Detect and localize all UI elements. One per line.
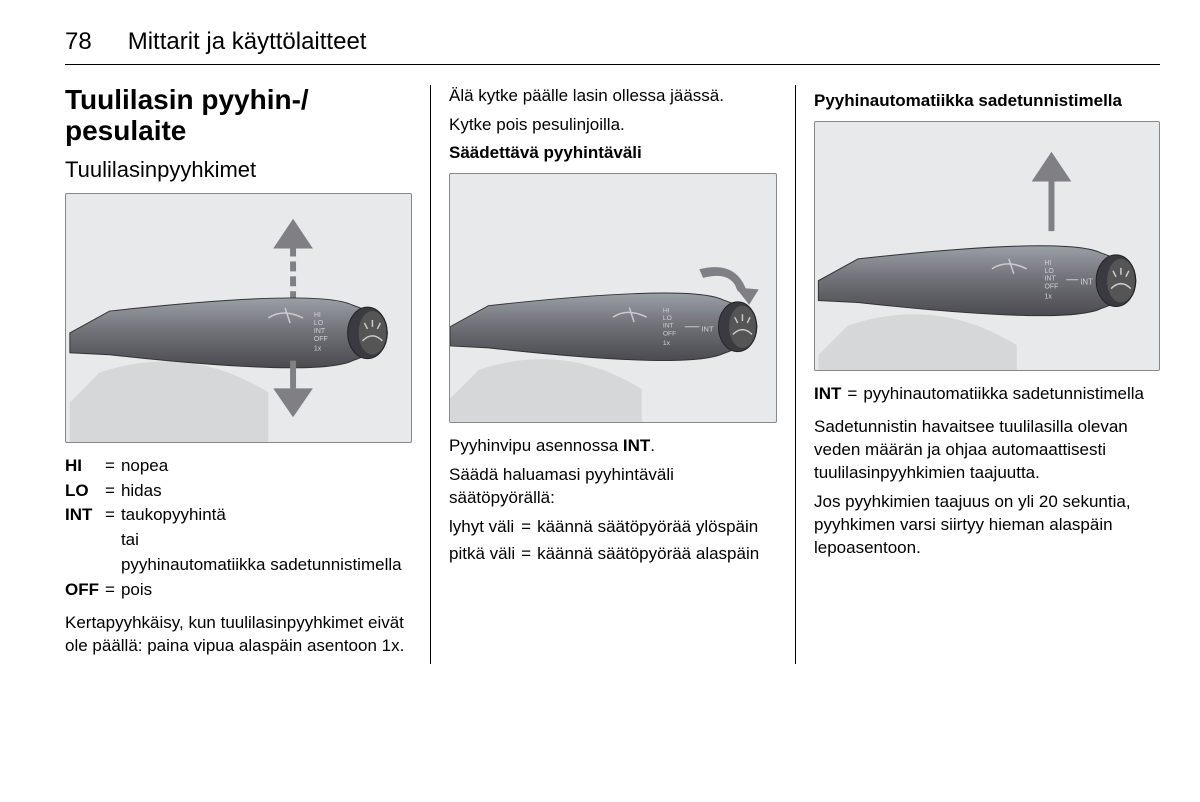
svg-text:LO: LO <box>1045 268 1055 275</box>
svg-text:OFF: OFF <box>1045 284 1059 291</box>
svg-text:INT: INT <box>1045 276 1057 283</box>
svg-text:HI: HI <box>663 307 670 314</box>
svg-text:HI: HI <box>1045 260 1052 267</box>
svg-text:INT: INT <box>701 324 714 333</box>
auto-definition: INT = pyyhinautomatiikka sadetunnistimel… <box>814 383 1160 406</box>
def-eq: = <box>521 543 531 566</box>
svg-text:INT: INT <box>314 327 326 334</box>
svg-text:1x: 1x <box>314 345 322 352</box>
svg-text:1x: 1x <box>663 340 671 347</box>
def-key: pitkä väli <box>449 543 515 566</box>
def-key: LO <box>65 480 99 503</box>
def-key: OFF <box>65 579 99 602</box>
def-key: lyhyt väli <box>449 516 515 539</box>
svg-text:OFF: OFF <box>314 335 328 342</box>
def-value: pois <box>121 579 412 602</box>
def-eq: = <box>105 480 115 503</box>
paragraph: Säädä haluamasi pyyhintäväli säätöpyöräl… <box>449 464 777 510</box>
def-eq: = <box>105 504 115 527</box>
column-1: Tuulilasin pyyhin-/ pesulaite Tuulilasin… <box>65 85 430 664</box>
subheading: Pyyhinautomatiikka sadetunnistimella <box>814 91 1160 111</box>
def-eq: = <box>521 516 531 539</box>
column-2: Älä kytke päälle lasin ollessa jäässä. K… <box>430 85 795 664</box>
def-value: pyyhinautomatiikka sadetunnistimella <box>121 554 412 577</box>
svg-text:LO: LO <box>663 315 672 322</box>
svg-text:INT: INT <box>1080 278 1093 287</box>
svg-text:OFF: OFF <box>663 330 676 337</box>
page-title: Mittarit ja käyttölaitteet <box>128 28 367 56</box>
def-eq: = <box>105 579 115 602</box>
page-header: 78 Mittarit ja käyttölaitteet <box>65 28 1160 65</box>
paragraph: Pyyhinvipu asennossa INT. <box>449 435 777 458</box>
illustration-wiper-interval: HI LO INT OFF 1x INT <box>449 173 777 423</box>
svg-text:INT: INT <box>663 323 674 330</box>
def-value: pyyhinautomatiikka sadetunnistimella <box>863 383 1160 406</box>
def-key: INT <box>814 383 841 406</box>
paragraph: Kytke pois pesulinjoilla. <box>449 114 777 137</box>
def-value: tai <box>121 529 412 552</box>
interval-definitions: lyhyt väli = käännä säätöpyörää ylöspäin… <box>449 516 777 566</box>
def-value: käännä säätöpyörää ylöspäin <box>537 516 777 539</box>
paragraph: Sadetunnistin havaitsee tuulilasilla ole… <box>814 416 1160 485</box>
illustration-wiper-auto: HI LO INT OFF 1x INT <box>814 121 1160 371</box>
wiper-mode-definitions: HI = nopea LO = hidas INT = taukopyyhint… <box>65 455 412 603</box>
subsection-title: Tuulilasinpyyhkimet <box>65 157 412 183</box>
def-value: taukopyyhintä <box>121 504 412 527</box>
paragraph: Jos pyyhkimien taajuus on yli 20 sekunti… <box>814 491 1160 560</box>
content-columns: Tuulilasin pyyhin-/ pesulaite Tuulilasin… <box>65 85 1160 664</box>
subheading: Säädettävä pyyhintäväli <box>449 143 777 163</box>
def-value: nopea <box>121 455 412 478</box>
illustration-wiper-updown: HI LO INT OFF 1x <box>65 193 412 443</box>
svg-text:1x: 1x <box>1045 294 1053 301</box>
column-3: Pyyhinautomatiikka sadetunnistimella <box>795 85 1160 664</box>
svg-text:HI: HI <box>314 312 321 319</box>
def-eq: = <box>105 455 115 478</box>
def-key: HI <box>65 455 99 478</box>
page-number: 78 <box>65 28 92 56</box>
paragraph: Kertapyyhkäisy, kun tuulilasinpyyhkimet … <box>65 612 412 658</box>
def-key: INT <box>65 504 99 527</box>
section-title: Tuulilasin pyyhin-/ pesulaite <box>65 85 412 147</box>
svg-text:LO: LO <box>314 320 324 327</box>
def-value: hidas <box>121 480 412 503</box>
paragraph: Älä kytke päälle lasin ollessa jäässä. <box>449 85 777 108</box>
def-eq: = <box>847 383 857 406</box>
def-value: käännä säätöpyörää alaspäin <box>537 543 777 566</box>
